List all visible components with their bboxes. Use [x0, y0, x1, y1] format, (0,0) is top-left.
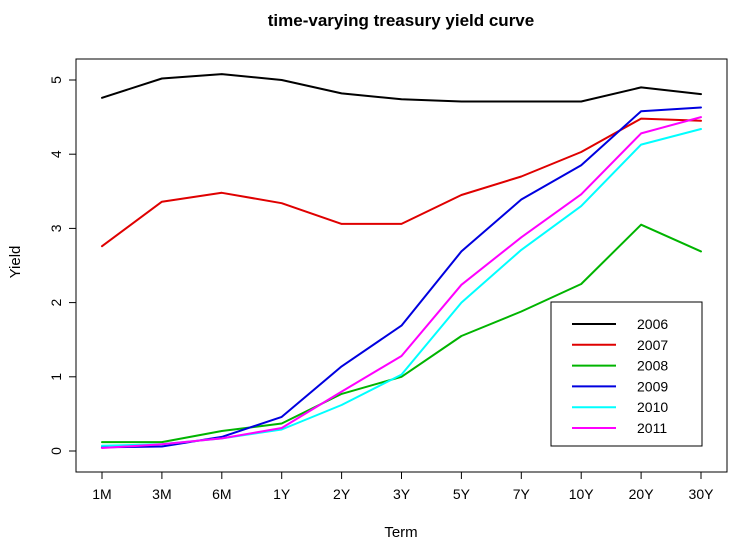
x-tick-label: 20Y — [629, 486, 655, 502]
y-tick-label: 1 — [48, 373, 64, 381]
series-line-2007 — [101, 117, 702, 248]
legend-label-2007: 2007 — [637, 337, 668, 353]
x-tick-label: 3M — [152, 486, 171, 502]
x-tick-label: 10Y — [569, 486, 595, 502]
legend-label-2010: 2010 — [637, 399, 668, 415]
y-tick-label: 0 — [48, 447, 64, 455]
series-line-2011 — [101, 116, 702, 449]
x-tick-label: 5Y — [453, 486, 471, 502]
x-tick-label: 1M — [92, 486, 111, 502]
y-tick-label: 2 — [48, 298, 64, 306]
x-axis-label: Term — [384, 524, 417, 541]
chart-title: time-varying treasury yield curve — [268, 11, 534, 30]
y-axis: 0 1 2 3 4 5 — [48, 76, 77, 455]
legend-label-2006: 2006 — [637, 316, 668, 332]
y-tick-label: 5 — [48, 76, 64, 84]
y-tick-label: 3 — [48, 224, 64, 232]
legend-label-2011: 2011 — [637, 420, 667, 436]
y-tick-label: 4 — [48, 150, 64, 158]
x-axis: 1M 3M 6M 1Y 2Y 3Y 5Y 7Y 10Y 20Y 30Y — [92, 471, 715, 502]
x-tick-label: 30Y — [689, 486, 715, 502]
y-axis-label: Yield — [7, 246, 24, 279]
legend: 2006 2007 2008 2009 2010 2011 — [550, 301, 703, 447]
x-tick-label: 6M — [212, 486, 231, 502]
series-lines — [101, 73, 702, 449]
series-line-2008 — [101, 223, 702, 444]
x-tick-label: 7Y — [513, 486, 531, 502]
legend-label-2009: 2009 — [637, 378, 668, 394]
legend-box — [550, 301, 703, 447]
x-tick-label: 2Y — [333, 486, 351, 502]
x-tick-label: 1Y — [273, 486, 291, 502]
series-line-2006 — [101, 73, 702, 103]
legend-label-2008: 2008 — [637, 358, 668, 374]
x-tick-label: 3Y — [393, 486, 411, 502]
